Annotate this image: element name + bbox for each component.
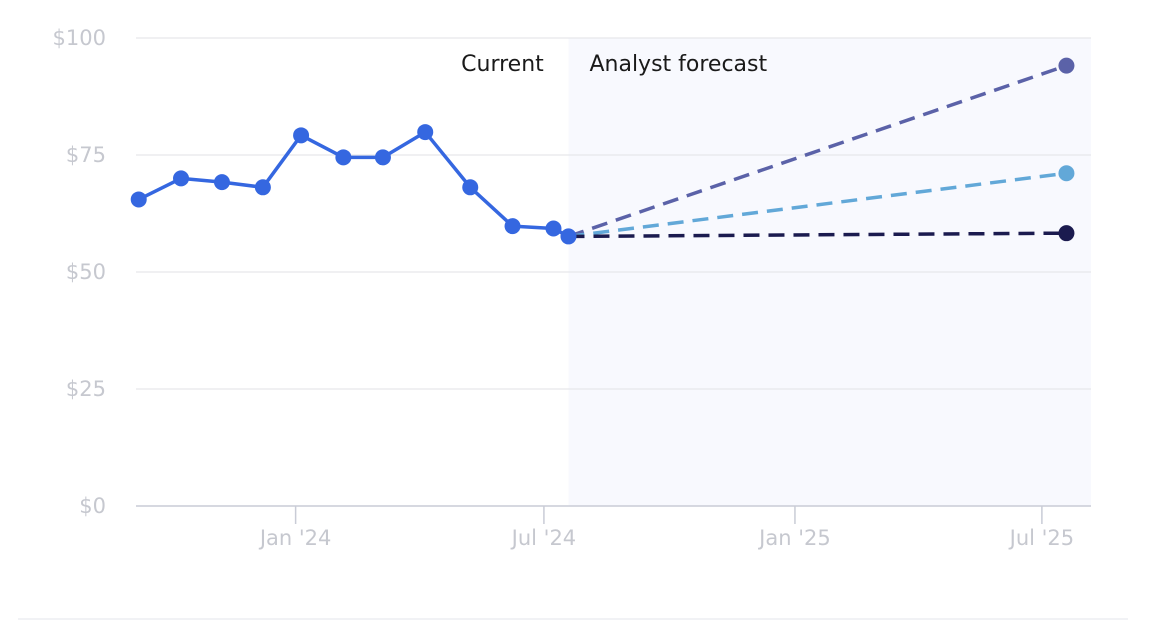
x-tick-label: Jul '25 — [1008, 526, 1075, 550]
forecast-line — [567, 63, 1068, 239]
history-point — [417, 124, 434, 141]
x-tick-label: Jul '24 — [510, 526, 577, 550]
forecast-line — [568, 171, 1067, 239]
history-point — [173, 170, 190, 187]
forecast-line — [568, 231, 1067, 239]
history-point — [254, 179, 271, 196]
y-tick-label: $75 — [66, 143, 106, 167]
history-line — [137, 130, 570, 238]
history-point — [560, 228, 577, 245]
history-point — [504, 218, 521, 235]
forecast-endpoint — [1058, 57, 1075, 74]
x-tick-label: Jan '24 — [258, 526, 332, 550]
forecast-region-label: Analyst forecast — [589, 52, 767, 77]
current-region-label: Current — [461, 52, 544, 77]
forecast-endpoint — [1058, 225, 1075, 242]
history-point — [462, 179, 479, 196]
history-point — [130, 191, 147, 208]
series-points — [130, 57, 1075, 245]
history-point — [213, 174, 230, 191]
y-tick-label: $50 — [66, 260, 106, 284]
history-point — [545, 220, 562, 237]
x-axis: Jan '24 Jul '24 Jan '25 Jul '25 — [258, 506, 1074, 550]
footer-divider — [18, 618, 1128, 620]
history-point — [293, 127, 310, 144]
y-tick-label: $0 — [79, 494, 106, 518]
y-tick-label: $25 — [66, 377, 106, 401]
y-tick-label: $100 — [53, 26, 106, 50]
forecast-endpoint — [1058, 165, 1075, 182]
history-point — [335, 149, 352, 166]
history-point — [374, 149, 391, 166]
y-axis: $0 $25 $50 $75 $100 — [53, 26, 106, 518]
x-tick-label: Jan '25 — [757, 526, 831, 550]
